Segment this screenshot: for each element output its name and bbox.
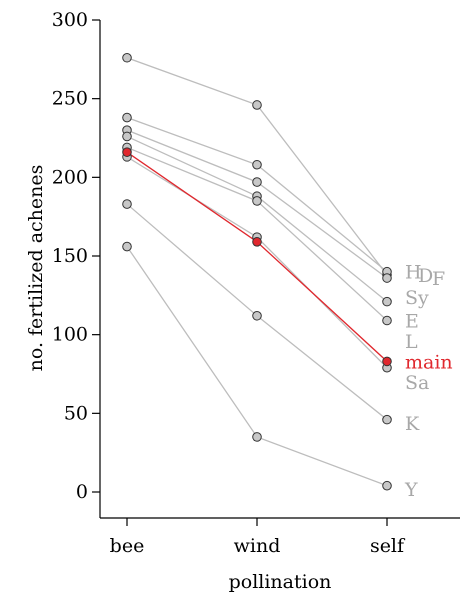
- y-tick-label: 250: [52, 88, 88, 110]
- series-line: [126, 246, 388, 487]
- series-label: main: [405, 351, 453, 373]
- axes: 0 50 100 150 200 250 300 bee wind self: [52, 9, 460, 557]
- data-point: [252, 159, 262, 170]
- series-label: E: [405, 311, 419, 333]
- y-tick-label: 50: [64, 402, 88, 424]
- series-label: K: [405, 413, 420, 435]
- data-point: [382, 414, 392, 425]
- series-label: L: [405, 331, 418, 353]
- data-point: [382, 315, 392, 326]
- y-axis-title: no. fertilized achenes: [25, 165, 47, 372]
- data-point: [252, 310, 262, 321]
- series-label: H: [405, 262, 422, 284]
- data-point: [122, 241, 132, 252]
- data-point: [382, 296, 392, 307]
- data-point: [382, 273, 392, 283]
- data-point: [382, 480, 392, 491]
- series-label: Sa: [405, 372, 429, 394]
- series-lines: [126, 57, 388, 487]
- data-point-main: [382, 356, 392, 367]
- data-point-main: [252, 237, 262, 247]
- data-point: [122, 199, 132, 209]
- data-point: [122, 112, 132, 123]
- x-axis-title: pollination: [229, 571, 332, 593]
- data-point: [122, 131, 132, 142]
- series-line: [126, 156, 388, 369]
- y-tick-label: 100: [52, 324, 88, 346]
- data-point: [252, 100, 262, 110]
- series-label: Sy: [405, 287, 429, 309]
- data-point: [122, 52, 132, 63]
- series-label: Y: [404, 479, 418, 501]
- y-tick-label: 300: [52, 9, 88, 31]
- y-tick-label: 150: [52, 245, 88, 267]
- data-point: [252, 432, 262, 442]
- y-tick-label: 0: [76, 481, 88, 503]
- data-points: [122, 52, 392, 491]
- x-tick-label: self: [370, 535, 406, 557]
- series-label: D: [418, 265, 433, 287]
- data-point: [252, 177, 262, 187]
- data-point-main: [122, 147, 132, 157]
- x-tick-label: bee: [110, 535, 145, 557]
- y-tick-label: 200: [52, 166, 88, 188]
- x-tick-label: wind: [234, 535, 281, 557]
- data-point: [252, 196, 262, 206]
- series-label: F: [432, 268, 445, 290]
